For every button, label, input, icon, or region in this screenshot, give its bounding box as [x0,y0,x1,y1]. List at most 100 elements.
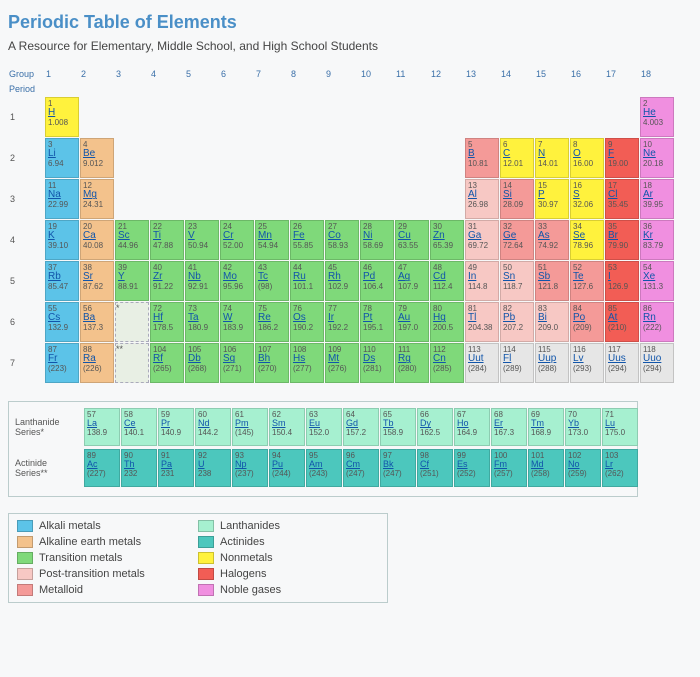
element-cell[interactable]: 18Ar39.95 [640,179,674,219]
element-cell[interactable]: 43Tc(98) [255,261,289,301]
element-cell[interactable]: 97Bk(247) [380,449,416,487]
element-cell[interactable]: 49In114.8 [465,261,499,301]
element-cell[interactable]: 79Au197.0 [395,302,429,342]
element-cell[interactable]: 67Ho164.9 [454,408,490,446]
element-cell[interactable]: 112Cn(285) [430,343,464,383]
element-cell[interactable]: 15P30.97 [535,179,569,219]
element-cell[interactable]: 29Cu63.55 [395,220,429,260]
element-cell[interactable]: 36Kr83.79 [640,220,674,260]
element-cell[interactable]: 24Cr52.00 [220,220,254,260]
element-cell[interactable]: 116Lv(293) [570,343,604,383]
element-cell[interactable]: 90Th232 [121,449,157,487]
element-cell[interactable]: 74W183.9 [220,302,254,342]
element-cell[interactable]: 51Sb121.8 [535,261,569,301]
element-cell[interactable]: 85At(210) [605,302,639,342]
element-cell[interactable]: 7N14.01 [535,138,569,178]
element-cell[interactable]: 110Ds(281) [360,343,394,383]
element-cell[interactable]: 115Uup(288) [535,343,569,383]
element-cell[interactable]: 39Y88.91 [115,261,149,301]
element-cell[interactable]: 65Tb158.9 [380,408,416,446]
element-cell[interactable]: 6C12.01 [500,138,534,178]
element-cell[interactable]: 21Sc44.96 [115,220,149,260]
element-cell[interactable]: 3Li6.94 [45,138,79,178]
element-cell[interactable]: 109Mt(276) [325,343,359,383]
element-cell[interactable]: 75Re186.2 [255,302,289,342]
element-cell[interactable]: 45Rh102.9 [325,261,359,301]
element-cell[interactable]: 91Pa231 [158,449,194,487]
element-cell[interactable]: 13Al26.98 [465,179,499,219]
element-cell[interactable]: 108Hs(277) [290,343,324,383]
element-cell[interactable]: 92U238 [195,449,231,487]
element-cell[interactable]: 111Rg(280) [395,343,429,383]
element-cell[interactable]: 10Ne20.18 [640,138,674,178]
element-cell[interactable]: 26Fe55.85 [290,220,324,260]
element-cell[interactable]: 47Ag107.9 [395,261,429,301]
element-cell[interactable]: 104Rf(265) [150,343,184,383]
element-cell[interactable]: 113Uut(284) [465,343,499,383]
element-cell[interactable]: 118Uuo(294) [640,343,674,383]
element-cell[interactable]: 8O16.00 [570,138,604,178]
element-cell[interactable]: 63Eu152.0 [306,408,342,446]
element-cell[interactable]: 106Sg(271) [220,343,254,383]
element-cell[interactable]: 23V50.94 [185,220,219,260]
element-cell[interactable]: 9F19.00 [605,138,639,178]
element-cell[interactable]: 34Se78.96 [570,220,604,260]
element-cell[interactable]: 86Rn(222) [640,302,674,342]
element-cell[interactable]: 81Tl204.38 [465,302,499,342]
element-cell[interactable]: 52Te127.6 [570,261,604,301]
element-cell[interactable]: 61Pm(145) [232,408,268,446]
element-cell[interactable]: 31Ga69.72 [465,220,499,260]
element-cell[interactable]: 89Ac(227) [84,449,120,487]
element-cell[interactable]: 41Nb92.91 [185,261,219,301]
element-cell[interactable]: 60Nd144.2 [195,408,231,446]
element-cell[interactable]: 102No(259) [565,449,601,487]
element-cell[interactable]: 19K39.10 [45,220,79,260]
element-cell[interactable]: 72Hf178.5 [150,302,184,342]
element-cell[interactable]: 2He4.003 [640,97,674,137]
element-cell[interactable]: 98Cf(251) [417,449,453,487]
element-cell[interactable]: 70Yb173.0 [565,408,601,446]
element-cell[interactable]: 77Ir192.2 [325,302,359,342]
element-cell[interactable]: 84Po(209) [570,302,604,342]
element-cell[interactable]: 14Si28.09 [500,179,534,219]
element-cell[interactable]: 30Zn65.39 [430,220,464,260]
element-cell[interactable]: 32Ge72.64 [500,220,534,260]
element-cell[interactable]: 1H1.008 [45,97,79,137]
element-cell[interactable]: 82Pb207.2 [500,302,534,342]
element-cell[interactable]: 73Ta180.9 [185,302,219,342]
element-cell[interactable]: 40Zr91.22 [150,261,184,301]
element-cell[interactable]: 101Md(258) [528,449,564,487]
element-cell[interactable]: 25Mn54.94 [255,220,289,260]
element-cell[interactable]: 42Mo95.96 [220,261,254,301]
element-cell[interactable]: 62Sm150.4 [269,408,305,446]
element-cell[interactable]: 100Fm(257) [491,449,527,487]
element-cell[interactable]: 50Sn118.7 [500,261,534,301]
element-cell[interactable]: 107Bh(270) [255,343,289,383]
element-cell[interactable]: 12Mg24.31 [80,179,114,219]
element-cell[interactable]: 117Uus(294) [605,343,639,383]
element-cell[interactable]: 58Ce140.1 [121,408,157,446]
element-cell[interactable]: 105Db(268) [185,343,219,383]
element-cell[interactable]: 53I126.9 [605,261,639,301]
element-cell[interactable]: 44Ru101.1 [290,261,324,301]
element-cell[interactable]: 27Co58.93 [325,220,359,260]
element-cell[interactable]: 64Gd157.2 [343,408,379,446]
element-cell[interactable]: 66Dy162.5 [417,408,453,446]
element-cell[interactable]: 16S32.06 [570,179,604,219]
element-cell[interactable]: 22Ti47.88 [150,220,184,260]
element-cell[interactable]: 56Ba137.3 [80,302,114,342]
element-cell[interactable]: 95Am(243) [306,449,342,487]
element-cell[interactable]: 35Br79.90 [605,220,639,260]
element-cell[interactable]: 93Np(237) [232,449,268,487]
element-cell[interactable]: 38Sr87.62 [80,261,114,301]
element-cell[interactable]: 48Cd112.4 [430,261,464,301]
element-cell[interactable]: 5B10.81 [465,138,499,178]
element-cell[interactable]: 68Er167.3 [491,408,527,446]
element-cell[interactable]: 94Pu(244) [269,449,305,487]
element-cell[interactable]: 46Pd106.4 [360,261,394,301]
element-cell[interactable]: 80Hg200.5 [430,302,464,342]
element-cell[interactable]: 88Ra(226) [80,343,114,383]
element-cell[interactable]: 37Rb85.47 [45,261,79,301]
element-cell[interactable]: 4Be9.012 [80,138,114,178]
element-cell[interactable]: 11Na22.99 [45,179,79,219]
